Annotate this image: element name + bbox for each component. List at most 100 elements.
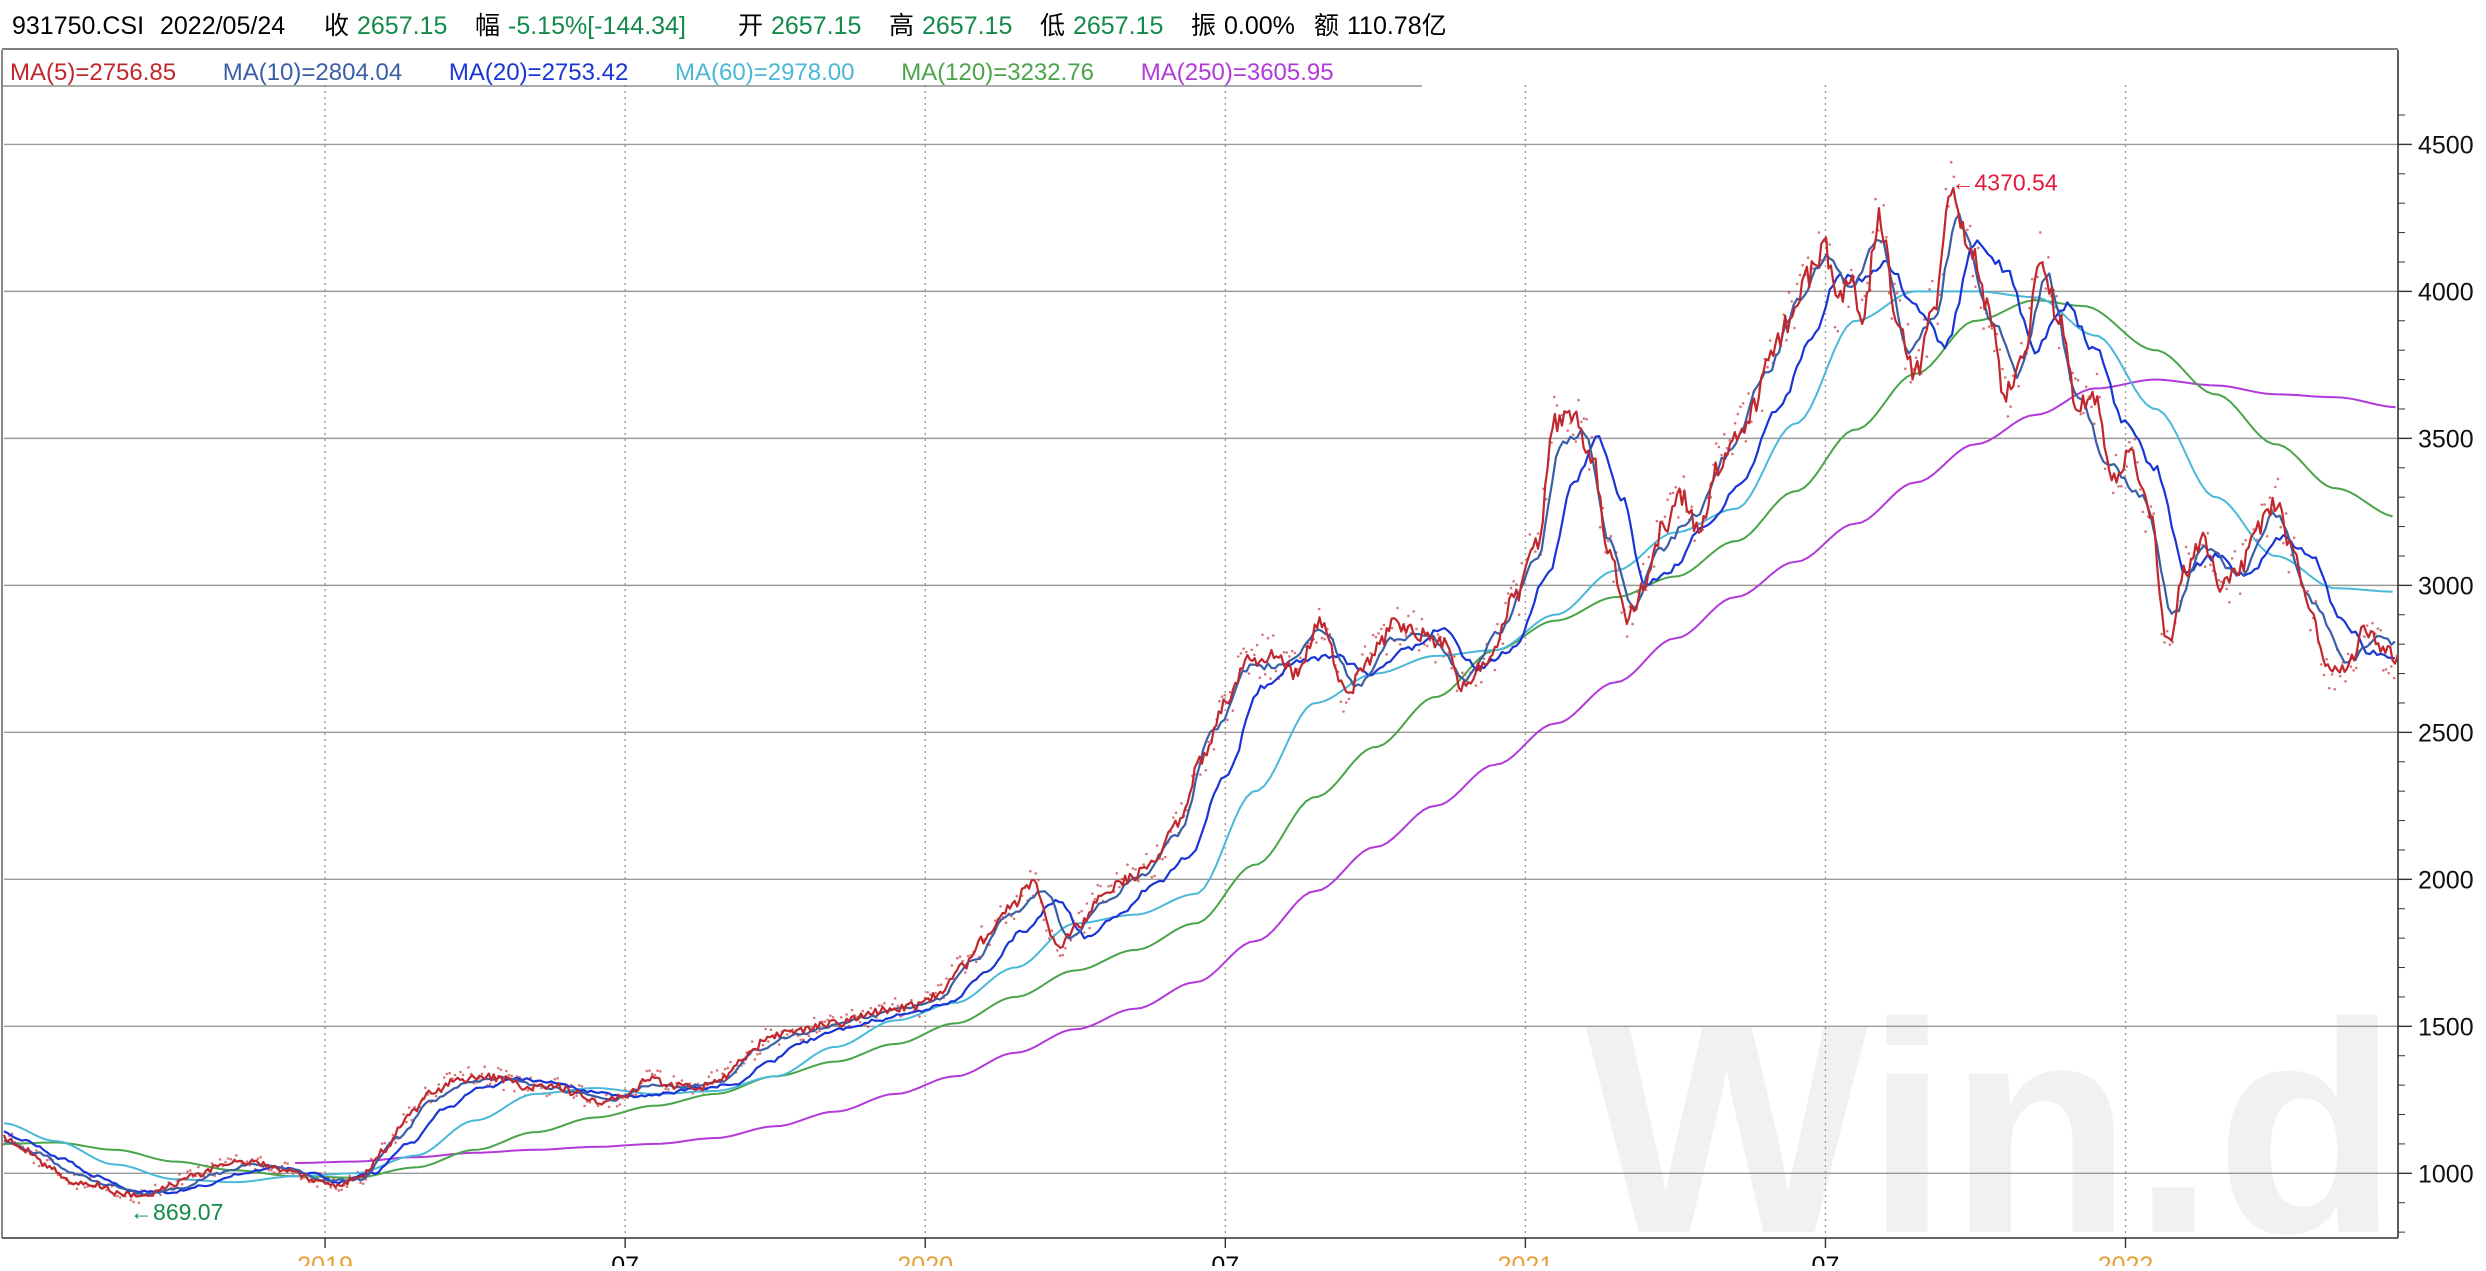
close-dot xyxy=(1085,902,1089,905)
close-dot xyxy=(950,964,954,967)
close-dot xyxy=(861,1009,865,1013)
close-dot xyxy=(137,1201,141,1205)
close-dot xyxy=(1631,622,1634,626)
close-dot xyxy=(2001,367,2004,371)
close-dot xyxy=(1236,655,1240,658)
close-dot xyxy=(189,1169,192,1172)
close-dot xyxy=(2319,663,2323,666)
close-dot xyxy=(2233,550,2237,553)
series-line-ma5 xyxy=(2,187,2399,1199)
close-dot xyxy=(2160,632,2164,636)
close-dot xyxy=(1850,268,1853,272)
close-dot xyxy=(1914,356,1918,360)
close-dot xyxy=(1374,635,1378,639)
close-dot xyxy=(2006,415,2010,418)
close-dot xyxy=(1323,637,1326,641)
close-dot xyxy=(1760,409,1764,413)
close-dot xyxy=(1847,305,1850,309)
close-dot xyxy=(272,1171,276,1174)
close-dot xyxy=(1517,613,1521,616)
close-dot xyxy=(483,1065,487,1068)
close-dot xyxy=(753,1058,757,1061)
close-dot xyxy=(1577,398,1580,402)
close-dot xyxy=(1253,653,1256,657)
close-dot xyxy=(1377,632,1380,635)
close-dot xyxy=(1579,420,1583,424)
close-dot xyxy=(1250,648,1253,652)
close-dot xyxy=(767,1040,770,1043)
close-dot xyxy=(2276,477,2280,481)
close-dot xyxy=(434,1094,438,1098)
close-dot xyxy=(2384,668,2388,671)
close-dot xyxy=(1750,420,1753,424)
close-dot xyxy=(448,1071,451,1075)
close-dot xyxy=(1034,872,1037,875)
legend-entry: MA(120)=3232.76 xyxy=(901,59,1094,86)
close-dot xyxy=(1620,611,1623,614)
legend-entry: MA(5)=2756.85 xyxy=(10,59,176,86)
close-dot xyxy=(1453,655,1456,658)
close-dot xyxy=(1474,684,1478,687)
close-dot xyxy=(1906,322,1910,326)
close-dot xyxy=(812,1016,816,1020)
close-dot xyxy=(1871,230,1875,234)
close-dot xyxy=(1047,937,1051,940)
close-dot xyxy=(899,1015,902,1018)
close-dot xyxy=(1987,325,1991,328)
close-dot xyxy=(2138,488,2142,491)
close-dot xyxy=(2095,372,2099,376)
close-dot xyxy=(1174,811,1178,814)
close-dot xyxy=(1544,497,1548,501)
x-tick-label: 2021 xyxy=(1498,1252,1554,1266)
close-dot xyxy=(2036,275,2039,279)
close-dot xyxy=(1720,453,1723,457)
close-dot xyxy=(1126,863,1129,866)
close-dot xyxy=(1974,285,1977,289)
close-dot xyxy=(1898,299,1902,302)
close-dot xyxy=(818,1029,821,1033)
close-dot xyxy=(1412,610,1416,613)
close-dot xyxy=(1315,641,1318,644)
x-tick-label: 07 xyxy=(1812,1252,1840,1266)
close-dot xyxy=(1990,327,1993,330)
close-dot xyxy=(1496,622,1499,626)
close-dot xyxy=(1512,580,1515,583)
close-dot xyxy=(2309,628,2312,632)
close-dot xyxy=(1690,505,1694,509)
close-dot xyxy=(1061,953,1064,957)
close-dot xyxy=(1590,436,1594,439)
header-item-label: 高 xyxy=(889,12,914,40)
close-dot xyxy=(1588,468,1591,471)
y-tick-label: 1000 xyxy=(2418,1160,2474,1188)
close-dot xyxy=(1625,635,1629,638)
legend-bar: MA(5)=2756.85 MA(10)=2804.04 MA(20)=2753.4… xyxy=(2,59,1422,87)
close-dot xyxy=(750,1040,754,1043)
close-dot xyxy=(132,1200,135,1204)
header-item-value: 110.78亿 xyxy=(1347,12,1447,40)
close-dot xyxy=(488,1082,492,1086)
close-dot xyxy=(361,1182,365,1185)
close-dot xyxy=(1893,282,1896,286)
close-dot xyxy=(329,1186,333,1189)
close-dot xyxy=(1212,748,1216,751)
close-dot xyxy=(1204,769,1208,772)
close-dot xyxy=(2365,624,2369,627)
close-dot xyxy=(2047,255,2050,259)
close-dot xyxy=(1088,926,1091,930)
close-dot xyxy=(270,1168,273,1172)
close-dot xyxy=(513,1089,516,1093)
close-dot xyxy=(1944,187,1948,191)
close-dot xyxy=(1096,883,1100,887)
close-dot xyxy=(823,1020,827,1023)
close-dot xyxy=(707,1075,711,1078)
close-dot xyxy=(2184,545,2188,549)
close-dot xyxy=(769,1028,773,1031)
close-dot xyxy=(653,1073,657,1077)
close-dot xyxy=(1099,884,1102,888)
y-tick-label: 2500 xyxy=(2418,719,2474,747)
close-dot xyxy=(1199,773,1202,776)
close-dot xyxy=(1120,877,1124,881)
close-dot xyxy=(2009,405,2012,408)
close-dot xyxy=(2346,652,2350,656)
close-dot xyxy=(2203,565,2207,568)
